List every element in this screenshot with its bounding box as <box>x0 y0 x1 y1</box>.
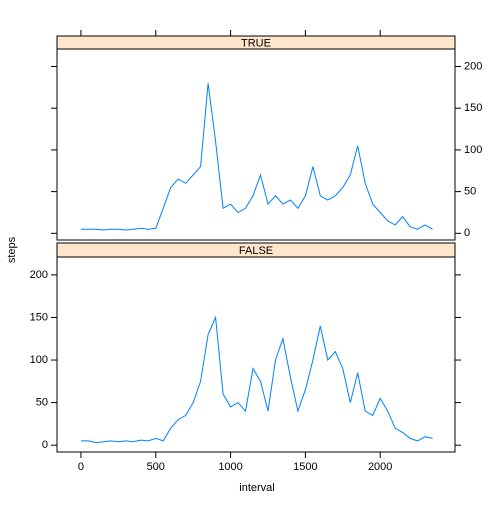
strip-label: FALSE <box>239 245 273 257</box>
y-tick-label: 100 <box>30 354 48 366</box>
y-tick-label: 50 <box>36 397 48 409</box>
y-tick-label: 0 <box>464 227 470 239</box>
y-tick-label: 150 <box>30 311 48 323</box>
y-tick-label: 50 <box>464 186 476 198</box>
x-tick-label: 1500 <box>293 461 317 473</box>
data-line <box>80 315 433 444</box>
x-tick-label: 2000 <box>368 461 392 473</box>
strip-label: TRUE <box>241 37 271 49</box>
x-tick-label: 0 <box>78 461 84 473</box>
panel <box>56 48 456 241</box>
y-axis-label: steps <box>6 236 18 263</box>
y-tick-label: 100 <box>464 144 482 156</box>
data-line <box>80 83 433 231</box>
y-tick-label: 200 <box>464 60 482 72</box>
y-tick-label: 200 <box>30 269 48 281</box>
y-tick-label: 150 <box>464 102 482 114</box>
x-tick-label: 500 <box>147 461 165 473</box>
x-tick-label: 1000 <box>218 461 242 473</box>
x-axis-label: interval <box>239 482 274 494</box>
panel <box>56 256 456 453</box>
y-tick-label: 0 <box>42 439 48 451</box>
